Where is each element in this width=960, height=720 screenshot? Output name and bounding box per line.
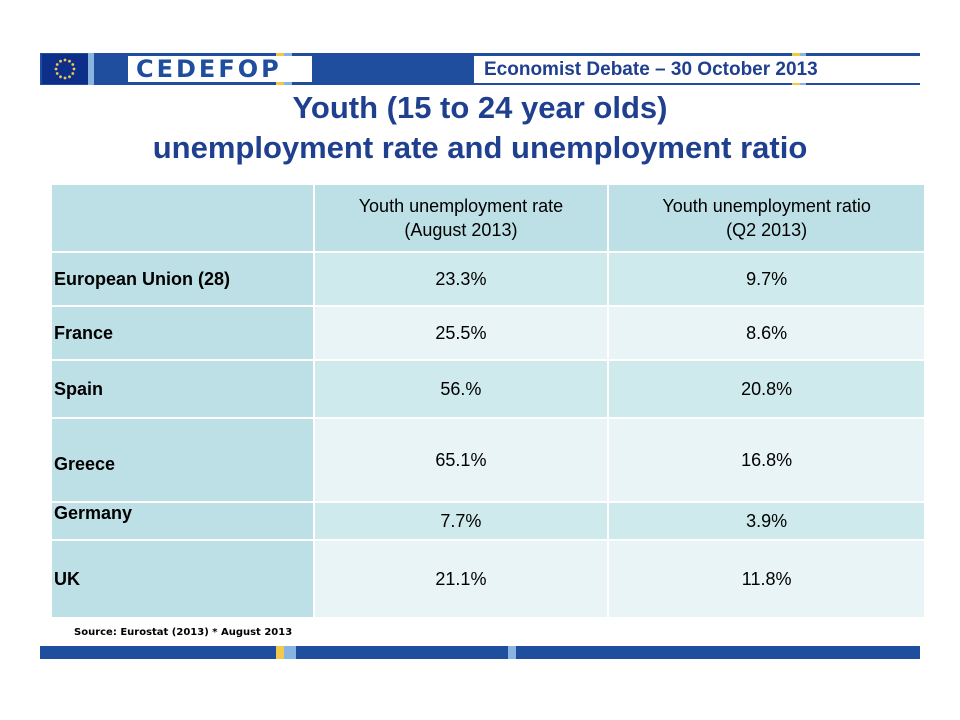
country-cell: Spain [50, 359, 315, 419]
footer-yellow-stripe [276, 646, 284, 659]
footer-bar [40, 646, 920, 659]
rate-cell: 21.1% [312, 539, 610, 619]
rate-cell: 25.5% [312, 305, 610, 361]
country-cell: European Union (28) [50, 251, 315, 307]
header-unemployment-rate: Youth unemployment rate (August 2013) [312, 183, 610, 253]
event-label-background [474, 56, 920, 83]
ratio-cell: 8.6% [607, 305, 926, 361]
table-row: Germany 7.7% 3.9% [50, 501, 926, 541]
ratio-cell: 20.8% [607, 359, 926, 419]
header-unemployment-ratio: Youth unemployment ratio (Q2 2013) [607, 183, 926, 253]
country-cell: France [50, 305, 315, 361]
slide-title-line2: unemployment rate and unemployment ratio [152, 130, 808, 165]
table-header-row: Youth unemployment rate (August 2013) Yo… [50, 183, 926, 253]
country-cell: UK [50, 539, 315, 619]
table-row: UK 21.1% 11.8% [50, 539, 926, 619]
rate-cell: 23.3% [312, 251, 610, 307]
slide-title: Youth (15 to 24 year olds) unemployment … [40, 88, 920, 168]
slide-title-line1: Youth (15 to 24 year olds) [292, 90, 668, 125]
cedefop-logo: CEDEFOP [136, 56, 282, 82]
banner-accent-stripe [88, 53, 94, 85]
eu-flag-icon [42, 54, 88, 84]
table-row: European Union (28) 23.3% 9.7% [50, 251, 926, 307]
ratio-cell: 3.9% [607, 501, 926, 541]
header-rate-period: (August 2013) [404, 220, 518, 240]
rate-cell: 65.1% [312, 417, 610, 503]
footer-lightblue-stripe-mid [508, 646, 516, 659]
ratio-cell: 16.8% [607, 417, 926, 503]
country-cell: Greece [50, 417, 315, 503]
footer-lightblue-stripe [284, 646, 296, 659]
header-ratio-period: (Q2 2013) [726, 220, 808, 240]
logo-background [128, 56, 312, 82]
table-row: Greece 65.1% 16.8% [50, 417, 926, 503]
event-title: Economist Debate – 30 October 2013 [484, 59, 818, 80]
table-row: France 25.5% 8.6% [50, 305, 926, 361]
ratio-cell: 9.7% [607, 251, 926, 307]
header-ratio-title: Youth unemployment ratio [662, 196, 871, 216]
ratio-cell: 11.8% [607, 539, 926, 619]
country-cell: Germany [50, 501, 315, 541]
rate-cell: 7.7% [312, 501, 610, 541]
table-row: Spain 56.% 20.8% [50, 359, 926, 419]
header-corner-cell [50, 183, 315, 253]
data-table: Youth unemployment rate (August 2013) Yo… [50, 183, 926, 619]
header-rate-title: Youth unemployment rate [358, 196, 564, 216]
rate-cell: 56.% [312, 359, 610, 419]
source-note: Source: Eurostat (2013) * August 2013 [74, 627, 293, 638]
